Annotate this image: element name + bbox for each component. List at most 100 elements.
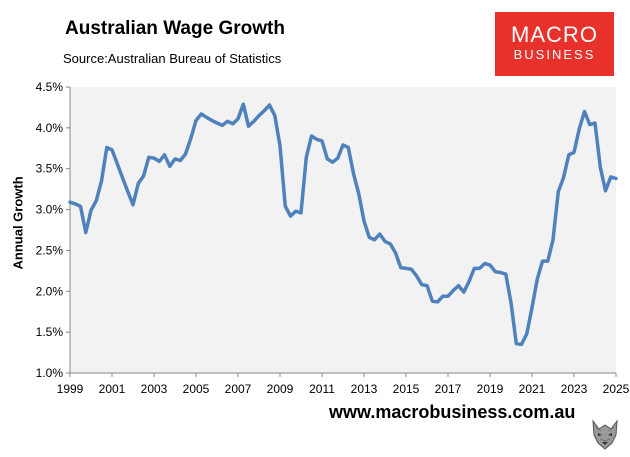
data-point [132,203,134,206]
data-point [211,119,213,122]
data-point [321,140,323,142]
data-point [190,137,192,140]
wolf-icon [587,415,623,453]
data-point [158,160,161,163]
x-tick-label: 2009 [267,382,294,396]
y-tick-label: 2.5% [36,243,64,257]
data-point [153,157,155,159]
data-point [111,149,113,151]
data-point [604,190,607,192]
data-point [610,176,612,178]
data-point [473,267,476,270]
data-point [326,158,329,160]
footer-url: www.macrobusiness.com.au [329,402,576,422]
data-point [85,231,87,234]
data-point [531,306,533,309]
data-point [253,120,255,123]
data-point [337,157,339,159]
x-tick-label: 2005 [183,382,210,396]
data-point [331,161,334,163]
data-point [594,122,596,124]
data-point [368,236,371,239]
data-point [221,124,224,127]
data-point [305,156,308,159]
data-point [463,291,465,293]
data-point [562,176,565,179]
data-point [499,271,502,274]
y-tick-label: 4.5% [36,80,64,94]
data-point [90,209,92,212]
data-point [237,118,239,120]
data-point [405,267,407,270]
data-point [284,205,287,208]
data-point [148,156,150,159]
data-point [384,240,386,243]
data-point [457,284,460,287]
data-point [583,110,586,113]
data-point [232,123,234,125]
data-point [599,166,602,168]
data-point [258,114,260,117]
x-tick-label: 2015 [393,382,420,396]
logo-line-1: MACRO [511,22,598,47]
data-point [295,210,297,212]
x-tick-label: 2001 [99,382,126,396]
data-point [526,333,528,335]
y-tick-label: 1.0% [36,366,64,380]
data-point [137,182,140,185]
data-point [468,280,470,283]
data-point [578,127,581,130]
data-point [557,190,560,193]
x-tick-label: 2003 [141,382,168,396]
x-tick-label: 2023 [561,382,588,396]
data-point [400,266,402,269]
data-point [195,119,197,122]
y-tick-label: 3.5% [36,162,64,176]
data-point [358,193,360,195]
x-tick-label: 2017 [435,382,462,396]
data-point [552,239,554,241]
data-point [226,120,229,123]
data-point [169,165,171,168]
data-point [95,199,98,202]
x-tick-label: 1999 [57,382,84,396]
data-point [289,215,292,217]
data-point [263,109,266,112]
data-point [568,154,570,156]
data-point [394,252,397,254]
data-point [274,114,276,117]
data-point [363,220,365,222]
data-point [436,301,439,303]
chart-source: Source:Australian Bureau of Statistics [63,51,282,66]
data-point [352,172,355,175]
data-point [342,144,344,146]
data-point [484,262,486,265]
data-point [200,113,203,115]
x-tick-label: 2025 [603,382,630,396]
data-point [447,295,449,298]
data-point [300,212,302,214]
y-tick-label: 4.0% [36,121,64,135]
data-point [379,233,381,235]
data-point [489,264,491,266]
y-tick-label: 2.0% [36,284,64,298]
x-tick-label: 2021 [519,382,546,396]
data-point [426,284,428,287]
x-tick-label: 2013 [351,382,378,396]
logo-line-2: BUSINESS [513,47,596,62]
data-point [142,175,145,177]
data-point [421,283,423,286]
data-point [373,239,376,241]
data-point [247,125,250,127]
data-point [279,145,281,147]
data-point [541,260,544,262]
brand-logo: MACRO BUSINESS [495,12,614,76]
data-point [242,103,245,105]
data-point [573,151,575,154]
data-point [163,154,166,156]
data-point [536,278,539,280]
data-point [520,343,523,346]
data-point [415,275,418,277]
data-point [442,295,444,298]
